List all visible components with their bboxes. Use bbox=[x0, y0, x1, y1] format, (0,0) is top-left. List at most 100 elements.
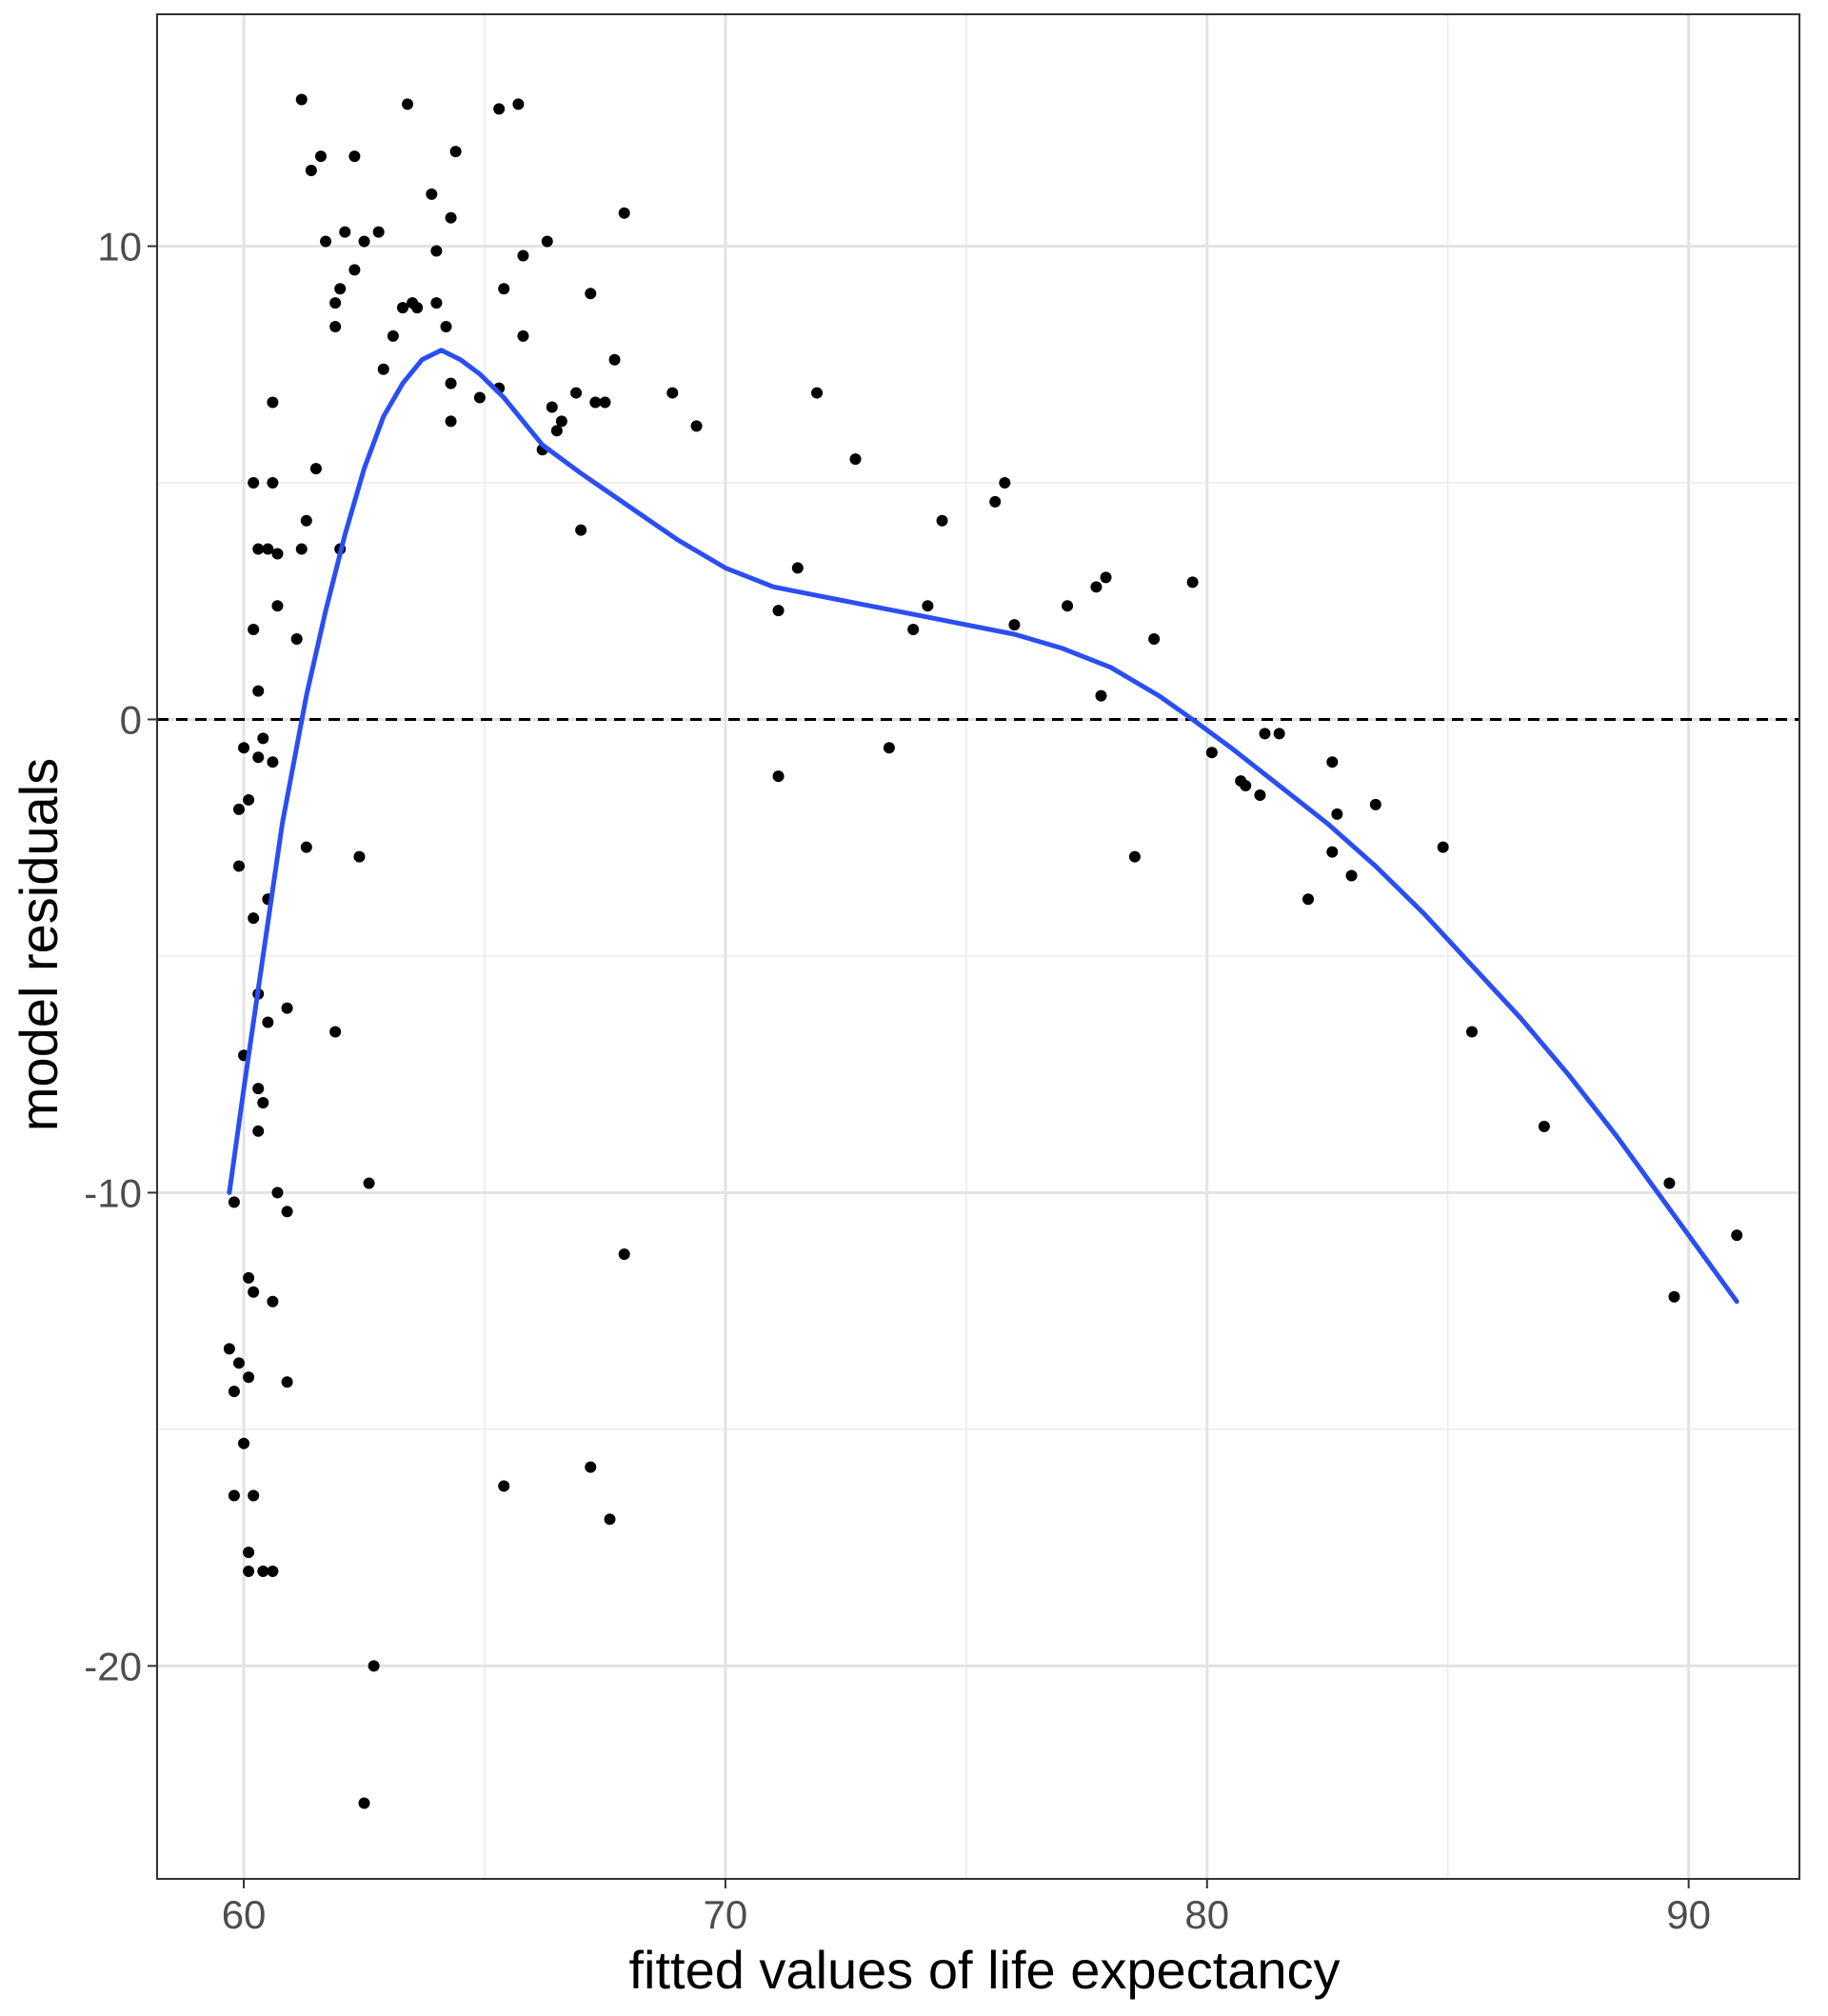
data-point bbox=[329, 320, 342, 332]
data-point bbox=[426, 188, 438, 200]
data-point bbox=[430, 245, 443, 257]
data-point bbox=[1331, 808, 1343, 820]
data-point bbox=[1062, 600, 1074, 612]
data-point bbox=[1326, 756, 1339, 768]
loess-smooth-line bbox=[227, 348, 1739, 1305]
data-point bbox=[791, 562, 804, 574]
data-point bbox=[849, 453, 862, 466]
data-point bbox=[329, 297, 342, 309]
data-point bbox=[411, 302, 424, 314]
data-point bbox=[232, 803, 245, 815]
data-point bbox=[295, 93, 308, 106]
data-point bbox=[267, 1565, 279, 1577]
data-point bbox=[440, 320, 452, 332]
data-point bbox=[257, 1096, 269, 1108]
data-point bbox=[281, 1206, 293, 1218]
x-tick-label: 80 bbox=[1184, 1892, 1229, 1937]
data-point bbox=[252, 685, 265, 697]
data-point bbox=[999, 476, 1011, 489]
data-point bbox=[290, 632, 303, 645]
data-point bbox=[1090, 581, 1103, 593]
data-point bbox=[309, 463, 322, 475]
y-tick-label: 10 bbox=[97, 225, 142, 269]
data-point bbox=[281, 1376, 293, 1388]
data-point bbox=[300, 841, 312, 853]
data-point bbox=[1369, 798, 1381, 810]
data-point bbox=[1100, 571, 1112, 584]
data-point bbox=[248, 624, 260, 636]
data-point bbox=[512, 98, 525, 110]
data-point bbox=[223, 1343, 235, 1355]
data-point bbox=[267, 476, 279, 489]
data-point bbox=[348, 150, 361, 163]
data-point bbox=[368, 1660, 380, 1672]
data-point bbox=[1345, 869, 1358, 882]
data-point bbox=[498, 1480, 510, 1492]
data-point bbox=[271, 1187, 284, 1199]
data-point bbox=[989, 495, 1002, 508]
data-point bbox=[314, 150, 327, 163]
x-tick-label: 60 bbox=[222, 1892, 267, 1937]
data-point bbox=[690, 420, 703, 432]
data-point bbox=[936, 514, 948, 527]
data-point bbox=[238, 742, 250, 754]
data-point bbox=[387, 329, 399, 342]
data-point bbox=[1326, 846, 1339, 858]
x-tick-label: 90 bbox=[1666, 1892, 1711, 1937]
data-point bbox=[358, 235, 370, 248]
data-point bbox=[267, 1295, 279, 1307]
data-point bbox=[604, 1513, 616, 1526]
data-point bbox=[449, 146, 462, 158]
data-point bbox=[1538, 1120, 1550, 1132]
data-point bbox=[599, 396, 611, 409]
data-point bbox=[252, 751, 265, 764]
data-point bbox=[243, 793, 255, 806]
data-point bbox=[228, 1489, 240, 1502]
data-point bbox=[1254, 788, 1266, 801]
data-point bbox=[517, 250, 529, 262]
data-point bbox=[1008, 619, 1021, 631]
x-axis-title: fitted values of life expectancy bbox=[628, 1940, 1340, 2000]
data-point bbox=[1186, 576, 1199, 589]
data-point bbox=[271, 548, 284, 560]
data-point bbox=[243, 1271, 255, 1284]
data-points bbox=[223, 93, 1743, 1809]
data-point bbox=[618, 1248, 630, 1261]
data-point bbox=[238, 1437, 250, 1449]
data-point bbox=[329, 1026, 342, 1038]
data-point bbox=[353, 850, 366, 863]
data-point bbox=[377, 363, 389, 375]
data-point bbox=[883, 742, 895, 754]
data-point bbox=[1731, 1229, 1743, 1242]
data-point bbox=[267, 396, 279, 409]
data-point bbox=[473, 391, 486, 404]
data-point bbox=[1663, 1177, 1676, 1189]
panel-border bbox=[156, 13, 1800, 1880]
data-point bbox=[585, 288, 597, 300]
data-point bbox=[257, 1565, 269, 1577]
data-point bbox=[305, 164, 317, 176]
data-point bbox=[575, 524, 587, 536]
data-point bbox=[1466, 1026, 1479, 1038]
data-point bbox=[243, 1371, 255, 1384]
data-point bbox=[248, 912, 260, 925]
data-point bbox=[252, 1083, 265, 1095]
y-axis-title: model residuals bbox=[9, 758, 69, 1131]
data-point bbox=[1205, 747, 1218, 759]
data-point bbox=[320, 235, 332, 248]
y-tick-label: -20 bbox=[84, 1644, 142, 1688]
data-point bbox=[372, 226, 385, 238]
data-point bbox=[271, 600, 284, 612]
data-point bbox=[589, 396, 602, 409]
data-point bbox=[445, 377, 457, 389]
data-point bbox=[608, 353, 621, 366]
y-tick-label: 0 bbox=[120, 697, 142, 742]
data-point bbox=[541, 235, 553, 248]
data-point bbox=[445, 211, 457, 224]
data-point bbox=[517, 329, 529, 342]
data-point bbox=[295, 543, 308, 555]
data-point bbox=[772, 770, 785, 783]
data-point bbox=[493, 103, 506, 115]
data-point bbox=[666, 387, 679, 399]
